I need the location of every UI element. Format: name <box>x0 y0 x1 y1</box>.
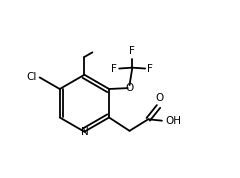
Text: OH: OH <box>165 116 181 126</box>
Text: F: F <box>129 46 135 56</box>
Text: Cl: Cl <box>27 72 37 82</box>
Text: O: O <box>155 93 164 103</box>
Text: O: O <box>126 83 134 93</box>
Text: F: F <box>147 64 153 74</box>
Text: F: F <box>111 64 117 74</box>
Text: N: N <box>81 127 88 137</box>
